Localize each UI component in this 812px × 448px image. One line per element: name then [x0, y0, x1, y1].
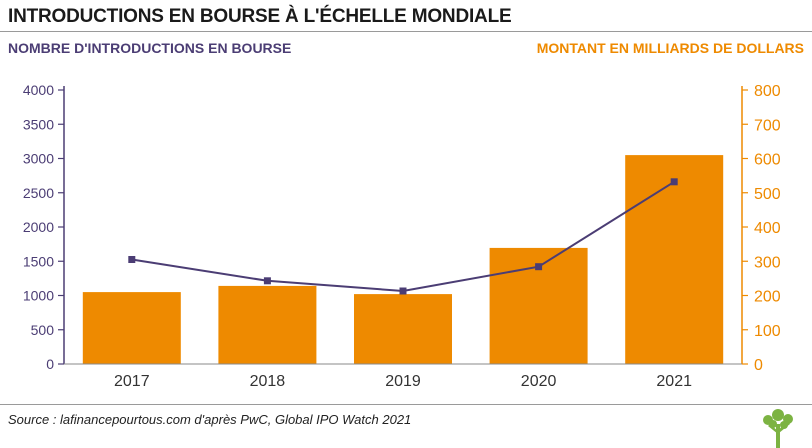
right-tick-label-300: 300 — [754, 254, 781, 271]
bar-2019 — [354, 294, 452, 364]
right-tick-label-0: 0 — [754, 357, 763, 374]
line-point-2018 — [264, 277, 271, 284]
bar-2017 — [83, 292, 181, 364]
bar-2021 — [625, 155, 723, 364]
right-tick-label-200: 200 — [754, 289, 781, 306]
x-tick-label-2019: 2019 — [385, 373, 421, 390]
left-tick-label-500: 500 — [31, 322, 55, 338]
left-tick-label-3000: 3000 — [23, 151, 54, 167]
left-tick-label-4000: 4000 — [23, 82, 54, 98]
left-tick-label-3500: 3500 — [23, 116, 54, 132]
right-tick-label-400: 400 — [754, 220, 781, 237]
line-point-2020 — [535, 263, 542, 270]
left-tick-label-1000: 1000 — [23, 288, 54, 304]
bar-2018 — [218, 286, 316, 364]
source-note: Source : lafinancepourtous.com d'après P… — [8, 412, 411, 427]
right-tick-label-100: 100 — [754, 323, 781, 340]
line-point-2021 — [671, 178, 678, 185]
right-tick-label-700: 700 — [754, 117, 781, 134]
left-tick-label-2000: 2000 — [23, 219, 54, 235]
line-series-path — [132, 182, 674, 291]
left-tick-label-1500: 1500 — [23, 253, 54, 269]
tree-logo-icon — [758, 408, 798, 448]
left-tick-label-0: 0 — [46, 356, 54, 372]
right-tick-label-800: 800 — [754, 83, 781, 100]
line-point-2017 — [128, 256, 135, 263]
right-tick-label-500: 500 — [754, 186, 781, 203]
right-tick-label-600: 600 — [754, 152, 781, 169]
x-tick-label-2018: 2018 — [250, 373, 286, 390]
x-tick-label-2017: 2017 — [114, 373, 150, 390]
x-tick-label-2020: 2020 — [521, 373, 557, 390]
source-divider — [0, 404, 812, 405]
line-point-2019 — [400, 288, 407, 295]
chart: 0 500 1000 1500 2000 2500 3000 3500 4000 0 100 200 3… — [0, 0, 812, 448]
x-tick-label-2021: 2021 — [656, 373, 692, 390]
left-tick-label-2500: 2500 — [23, 185, 54, 201]
